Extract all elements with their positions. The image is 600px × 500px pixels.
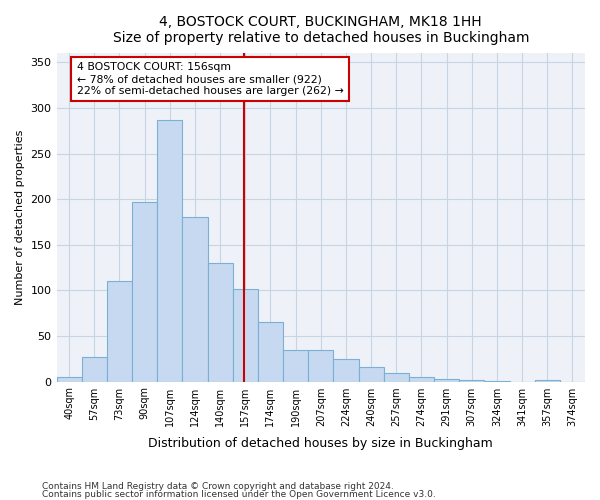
- Bar: [434, 379, 459, 382]
- Bar: [359, 367, 383, 382]
- Bar: [409, 377, 434, 382]
- Y-axis label: Number of detached properties: Number of detached properties: [15, 130, 25, 305]
- Bar: [308, 350, 334, 382]
- Title: 4, BOSTOCK COURT, BUCKINGHAM, MK18 1HH
Size of property relative to detached hou: 4, BOSTOCK COURT, BUCKINGHAM, MK18 1HH S…: [113, 15, 529, 45]
- Bar: [258, 322, 283, 382]
- Bar: [82, 357, 107, 382]
- Text: 4 BOSTOCK COURT: 156sqm
← 78% of detached houses are smaller (922)
22% of semi-d: 4 BOSTOCK COURT: 156sqm ← 78% of detache…: [77, 62, 343, 96]
- X-axis label: Distribution of detached houses by size in Buckingham: Distribution of detached houses by size …: [148, 437, 493, 450]
- Bar: [56, 377, 82, 382]
- Bar: [208, 263, 233, 382]
- Bar: [157, 120, 182, 382]
- Bar: [233, 290, 258, 382]
- Bar: [334, 358, 359, 382]
- Bar: [383, 374, 409, 382]
- Bar: [107, 281, 132, 382]
- Text: Contains HM Land Registry data © Crown copyright and database right 2024.: Contains HM Land Registry data © Crown c…: [42, 482, 394, 491]
- Bar: [132, 202, 157, 382]
- Bar: [535, 380, 560, 382]
- Bar: [182, 216, 208, 382]
- Bar: [283, 350, 308, 382]
- Text: Contains public sector information licensed under the Open Government Licence v3: Contains public sector information licen…: [42, 490, 436, 499]
- Bar: [459, 380, 484, 382]
- Bar: [484, 380, 509, 382]
